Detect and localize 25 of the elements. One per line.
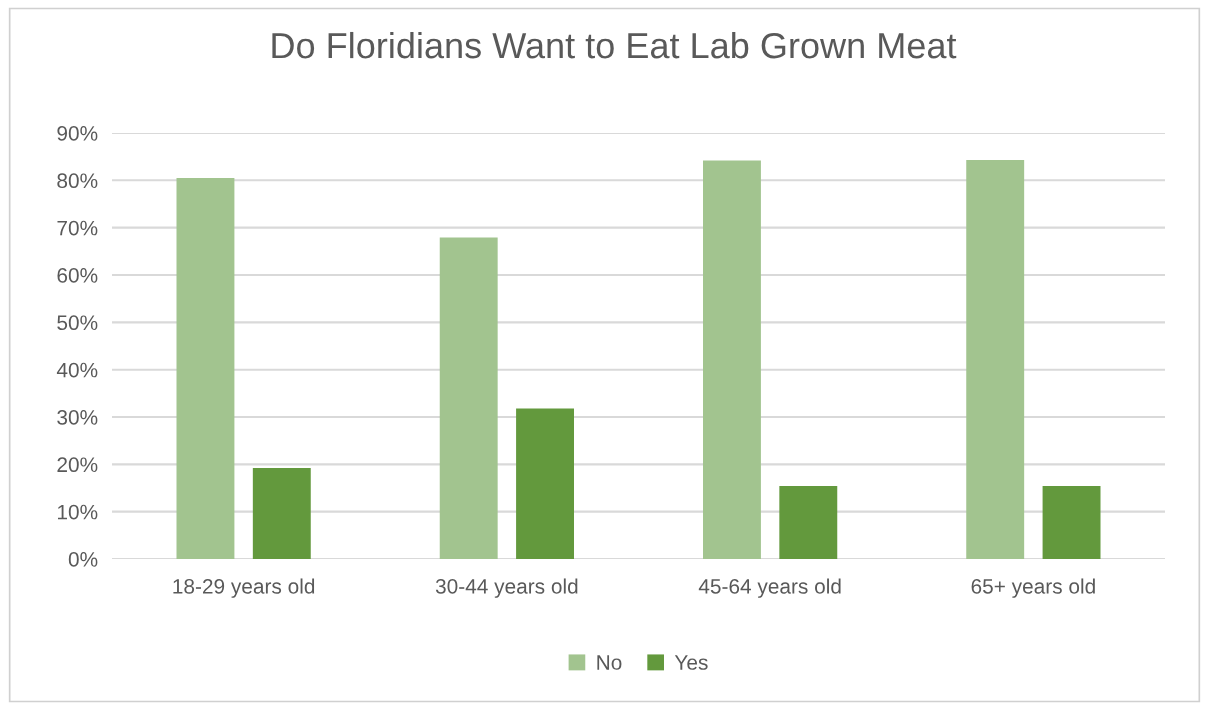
bar xyxy=(703,160,761,559)
y-tick-label: 40% xyxy=(56,362,98,378)
chart-title: Do Floridians Want to Eat Lab Grown Meat xyxy=(272,31,957,59)
y-tick-label: 60% xyxy=(57,268,98,283)
bar xyxy=(176,177,235,559)
y-tick-label: 20% xyxy=(57,457,98,473)
x-tick-label: 45-64 years old xyxy=(698,578,841,598)
x-tick-label: 65+ years old xyxy=(971,578,1095,598)
bar xyxy=(779,486,838,559)
bar xyxy=(439,237,498,559)
y-tick-label: 30% xyxy=(57,410,98,425)
x-tick-label: 18-29 years old xyxy=(173,578,315,598)
y-tick-label: 50% xyxy=(57,315,98,331)
y-tick-label: 0% xyxy=(68,552,98,567)
y-tick-label: 90% xyxy=(57,126,98,141)
legend-label: No xyxy=(597,655,622,670)
y-tick-label: 10% xyxy=(58,504,98,520)
bar xyxy=(966,159,1025,559)
x-tick-label: 30-44 years old xyxy=(435,578,578,598)
bar xyxy=(516,408,574,559)
bar xyxy=(252,468,311,559)
y-tick-label: 80% xyxy=(57,173,98,189)
y-tick-label: 70% xyxy=(57,220,98,236)
bar xyxy=(1042,486,1101,559)
legend-label: Yes xyxy=(674,655,708,670)
